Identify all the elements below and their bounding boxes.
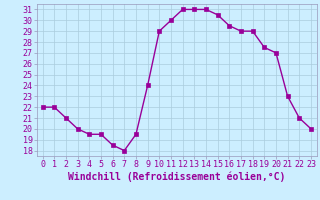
- X-axis label: Windchill (Refroidissement éolien,°C): Windchill (Refroidissement éolien,°C): [68, 172, 285, 182]
